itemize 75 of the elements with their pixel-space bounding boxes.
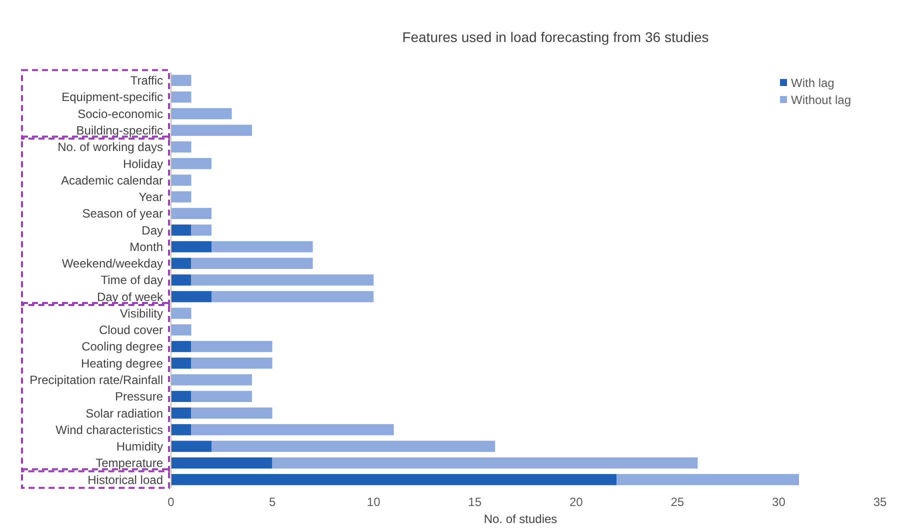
y-tick-label: Temperature [96, 456, 164, 470]
bar [171, 324, 192, 336]
bar [171, 374, 252, 386]
bar [191, 274, 374, 286]
bar [191, 224, 212, 236]
y-tick-label: Season of year [82, 206, 164, 221]
y-tick-label: Cooling degree [82, 340, 164, 354]
x-tick-label: 30 [772, 495, 786, 509]
bar [171, 274, 192, 286]
y-tick-label: Precipitation rate/Rainfall [30, 373, 163, 387]
x-tick-label: 20 [569, 495, 584, 509]
y-tick-label: Month [130, 240, 163, 254]
bar [171, 191, 192, 202]
bar [171, 208, 212, 220]
y-tick-label: Day of week [96, 290, 164, 304]
bar [171, 440, 212, 452]
bar [212, 291, 374, 302]
bar [191, 390, 252, 402]
bar [171, 291, 212, 302]
y-tick-label: Building-specific [76, 124, 163, 138]
bar [171, 390, 192, 402]
x-axis-title: No. of studies [484, 512, 558, 526]
bar [171, 241, 212, 252]
bar [191, 258, 313, 269]
bar [171, 141, 192, 153]
bar [171, 474, 617, 486]
x-tick-label: 25 [670, 495, 684, 509]
bar [171, 358, 192, 369]
y-tick-label: Cloud cover [98, 323, 164, 338]
y-tick-label: Pressure [114, 390, 164, 404]
y-tick-label: Weekend/weekday [62, 256, 163, 271]
bar [171, 74, 192, 86]
x-tick-label: 5 [268, 495, 276, 509]
y-tick-label: Time of day [100, 273, 163, 288]
y-tick-label: Solar radiation [86, 406, 163, 420]
chart-title: Features used in load forecasting from 36 studies [402, 29, 709, 45]
bar [191, 358, 272, 369]
y-tick-label: Historical load [88, 472, 163, 487]
bar [171, 91, 192, 103]
y-tick-label: Visibility [120, 306, 163, 320]
y-tick-label: Socio-economic [78, 106, 163, 121]
bar [191, 407, 272, 419]
y-tick-label: Traffic [130, 74, 163, 88]
bar [171, 174, 192, 186]
x-tick-label: 0 [168, 495, 175, 509]
y-tick-label: No. of working days [58, 140, 163, 154]
bar [171, 258, 192, 269]
bar [171, 224, 192, 236]
bar [191, 340, 272, 352]
bar [212, 241, 313, 252]
y-tick-label: Humidity [116, 440, 163, 454]
y-tick-label: Wind characteristics [56, 422, 163, 437]
y-tick-label: Holiday [122, 156, 163, 171]
x-tick-label: 15 [468, 495, 482, 509]
bar [171, 158, 212, 170]
bar [616, 474, 799, 486]
y-tick-label: Heating degree [80, 356, 164, 370]
y-tick-label: Academic calendar [60, 173, 163, 188]
legend-label: Without lag [791, 93, 852, 108]
x-tick-label: 10 [366, 495, 381, 509]
bar [191, 424, 394, 436]
bar [171, 108, 232, 120]
bar [171, 340, 192, 352]
bar [171, 407, 192, 419]
legend-label: With lag [791, 76, 834, 90]
bar [171, 124, 252, 136]
y-tick-label: Year [138, 190, 163, 204]
y-tick-label: Equipment-specific [62, 90, 163, 104]
y-tick-label: Day [142, 223, 163, 238]
bar [171, 424, 192, 436]
bar [212, 440, 496, 452]
x-tick-label: 35 [873, 495, 887, 509]
bar [171, 457, 272, 469]
bar [171, 308, 192, 319]
bar [272, 457, 698, 469]
